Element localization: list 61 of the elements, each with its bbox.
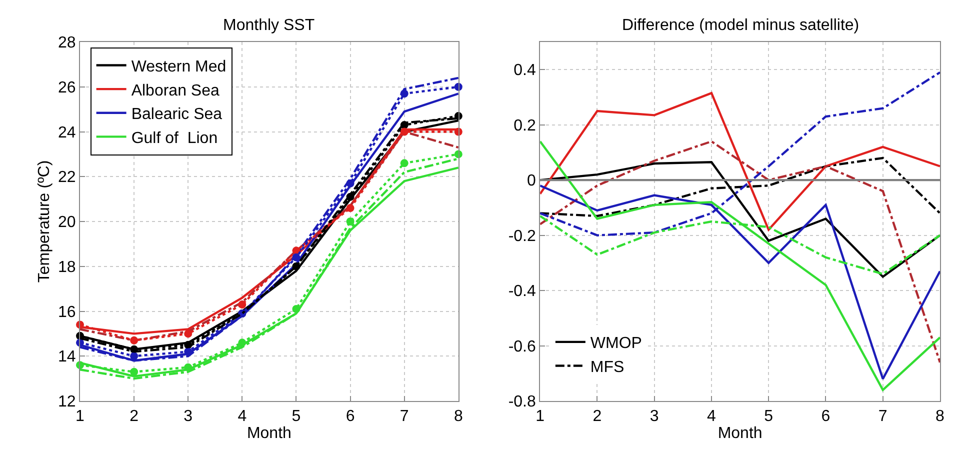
x-tick-label: 5 [764,408,774,426]
point [292,305,300,314]
x-axis-title: Month [718,424,762,442]
y-axis-title: Temperature (ºC) [36,160,53,283]
x-tick-label: 1 [536,408,545,426]
point [400,90,408,98]
point [130,336,138,344]
x-tick-label: 4 [238,408,247,426]
chart-title: Monthly SST [223,17,315,34]
y-tick-label: 26 [58,79,76,96]
legend-label: WMOP [590,335,642,352]
y-tick-label: 14 [58,348,76,366]
x-tick-label: 5 [292,408,301,426]
x-tick-label: 2 [592,408,602,426]
point [184,363,192,372]
y-tick-label: 18 [58,258,76,276]
y-tick-label: 22 [58,169,76,186]
y-tick-label: 16 [58,304,76,321]
point [184,348,192,356]
x-tick-label: 3 [184,408,193,426]
chart-title: Difference (model minus satellite) [622,17,860,34]
x-tick-label: 3 [650,408,659,426]
x-tick-label: 8 [454,408,463,426]
legend-label: Western Med [131,58,226,76]
line-series [540,92,940,231]
line-series [540,161,940,278]
y-tick-label: -0.2 [508,228,536,245]
legend-label: Balearic Sea [131,106,222,124]
x-tick-label: 1 [76,408,85,426]
y-tick-label: 24 [58,124,76,142]
point [238,338,246,347]
y-tick-label: 0.4 [514,62,536,80]
y-tick-label: -0.8 [508,394,536,411]
point [238,300,246,309]
y-tick-label: 28 [58,34,76,52]
legend-label: Alboran Sea [131,82,220,100]
x-tick-label: 8 [936,408,945,426]
x-tick-label: 7 [400,408,409,426]
point [292,253,300,262]
y-tick-label: -0.6 [508,338,536,356]
x-tick-label: 4 [707,408,716,426]
legend-label: Gulf of Lion [131,130,218,147]
point [400,159,408,168]
y-tick-label: -0.4 [508,283,536,300]
point [130,368,138,376]
y-tick-label: 12 [58,394,76,411]
legend-label: MFS [590,358,624,376]
point [184,330,192,338]
y-tick-label: 0.2 [514,117,536,134]
x-axis-title: Month [246,424,292,442]
x-tick-label: 6 [821,408,830,426]
point [346,179,354,188]
point [130,352,138,360]
y-tick-label: 20 [58,214,76,232]
point [346,218,354,226]
x-tick-label: 7 [878,408,888,426]
point [400,128,408,136]
y-tick-label: 0 [526,172,536,190]
x-tick-label: 2 [130,408,139,426]
x-tick-label: 6 [346,408,355,426]
point [346,204,354,212]
